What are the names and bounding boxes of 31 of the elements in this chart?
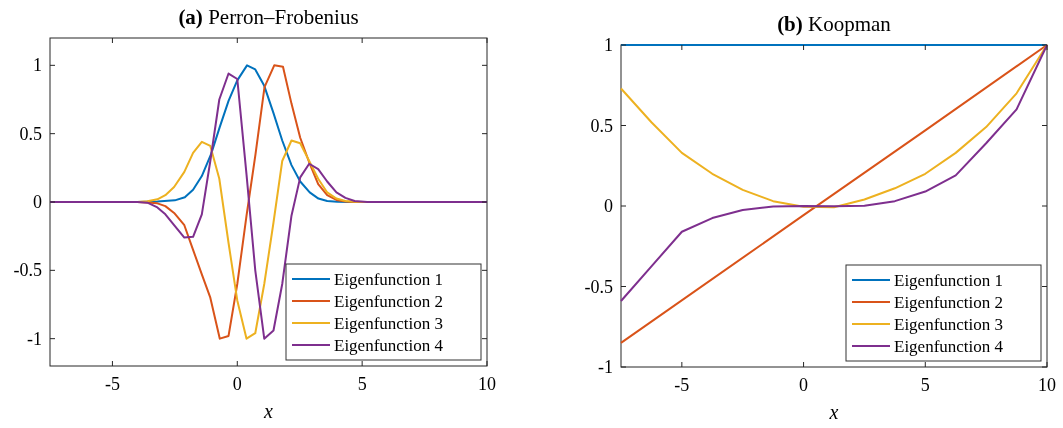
x-axis-title: x bbox=[263, 400, 274, 422]
x-axis-title: x bbox=[828, 401, 839, 423]
chart-title: (a) Perron–Frobenius bbox=[178, 5, 359, 29]
y-tick-label: 0 bbox=[604, 196, 613, 216]
legend-label: Eigenfunction 1 bbox=[894, 271, 1004, 290]
x-tick-label: 5 bbox=[357, 374, 367, 394]
y-tick-label: -1 bbox=[27, 328, 42, 349]
x-tick-label: 0 bbox=[799, 375, 809, 395]
legend-label: Eigenfunction 1 bbox=[334, 270, 444, 289]
line-series bbox=[620, 44, 1048, 209]
legend-label: Eigenfunction 3 bbox=[894, 315, 1004, 334]
legend-label: Eigenfunction 2 bbox=[894, 293, 1004, 312]
legend-label: Eigenfunction 2 bbox=[334, 292, 444, 311]
x-tick-label: 10 bbox=[478, 374, 496, 394]
x-tick-label: -5 bbox=[104, 374, 120, 394]
x-tick-label: 5 bbox=[920, 375, 930, 395]
chart-title: (b) Koopman bbox=[777, 12, 892, 36]
y-tick-label: -0.5 bbox=[13, 260, 42, 281]
x-tick-label: 0 bbox=[232, 374, 242, 394]
y-tick-label: 0.5 bbox=[590, 115, 613, 136]
legend-label: Eigenfunction 4 bbox=[894, 337, 1004, 356]
y-tick-label: 0 bbox=[33, 192, 42, 212]
y-tick-label: 0.5 bbox=[19, 123, 42, 144]
y-tick-label: 1 bbox=[604, 35, 613, 55]
y-tick-label: 1 bbox=[33, 55, 42, 76]
y-tick-label: -1 bbox=[598, 357, 613, 377]
x-tick-label: -5 bbox=[674, 375, 690, 395]
x-tick-label: 10 bbox=[1038, 375, 1056, 395]
y-tick-label: -0.5 bbox=[584, 276, 613, 297]
legend-label: Eigenfunction 3 bbox=[334, 314, 444, 333]
legend-label: Eigenfunction 4 bbox=[334, 336, 444, 355]
